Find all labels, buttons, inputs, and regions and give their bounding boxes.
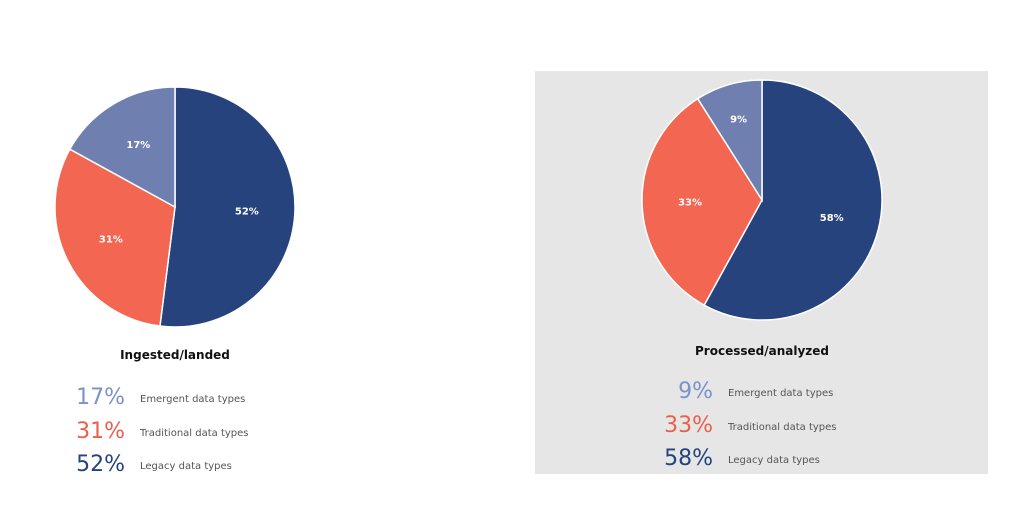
- pie-chart-processed: 58% 33% 9%: [641, 79, 883, 321]
- pie-slice-legacy: [703, 79, 883, 321]
- pie-slice-traditional: [54, 148, 176, 327]
- chart-title: Processed/analyzed: [695, 344, 829, 358]
- processed-panel: 58% 33% 9% Processed/analyzed 9% Emergent …: [535, 71, 988, 474]
- slice-label: 17%: [126, 140, 150, 151]
- chart-title: Ingested/landed: [120, 348, 230, 362]
- legend-label: Legacy data types: [728, 455, 820, 466]
- slice-label: 31%: [99, 235, 123, 246]
- legend-pct: 33%: [664, 413, 713, 438]
- pie-slice-legacy: [159, 86, 296, 328]
- legend-pct: 17%: [76, 385, 125, 410]
- legend-pct: 52%: [76, 452, 125, 477]
- pie-slice-emergent: [696, 79, 763, 203]
- legend-label: Traditional data types: [140, 428, 249, 439]
- legend-label: Emergent data types: [140, 394, 246, 405]
- legend-label: Legacy data types: [140, 461, 232, 472]
- pie-chart-ingested: 52% 31% 17%: [54, 86, 296, 328]
- legend-label: Traditional data types: [728, 422, 837, 433]
- ingested-panel: 52% 31% 17% Ingested/landed 17% Emergent d…: [0, 0, 350, 521]
- slice-label: 9%: [730, 114, 747, 125]
- pie-slice-traditional: [641, 97, 763, 307]
- slice-label: 52%: [235, 207, 259, 218]
- legend-pct: 31%: [76, 419, 125, 444]
- legend-pct: 58%: [664, 446, 713, 471]
- pie-slice-emergent: [68, 86, 176, 209]
- legend-pct: 9%: [678, 379, 713, 404]
- slice-label: 33%: [678, 197, 702, 208]
- slice-label: 58%: [820, 213, 844, 224]
- legend-label: Emergent data types: [728, 388, 834, 399]
